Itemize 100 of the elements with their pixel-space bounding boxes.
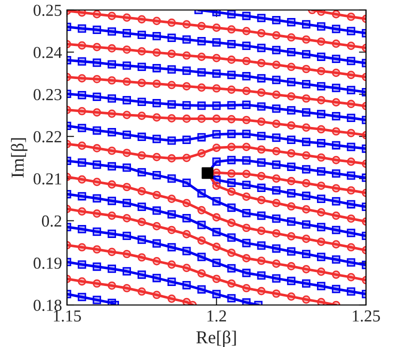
point bbox=[212, 38, 221, 47]
point bbox=[78, 41, 86, 50]
point bbox=[332, 211, 340, 220]
point bbox=[272, 46, 280, 54]
point bbox=[227, 248, 236, 257]
point bbox=[138, 15, 146, 24]
point bbox=[122, 96, 131, 104]
point bbox=[302, 64, 310, 74]
point bbox=[316, 268, 326, 276]
point bbox=[272, 16, 280, 24]
point bbox=[152, 152, 161, 162]
point bbox=[257, 172, 266, 180]
x-axis-title: Re[β] bbox=[196, 330, 236, 347]
x-tick-label: 1.2 bbox=[208, 310, 226, 322]
point bbox=[152, 64, 161, 72]
point bbox=[92, 160, 102, 169]
point bbox=[152, 290, 161, 300]
y-tick-label: 0.24 bbox=[34, 46, 62, 58]
point bbox=[138, 187, 146, 196]
point bbox=[212, 182, 221, 190]
point bbox=[212, 24, 221, 32]
point bbox=[138, 62, 146, 72]
point bbox=[316, 125, 326, 134]
point bbox=[316, 96, 326, 104]
point bbox=[287, 217, 296, 226]
point bbox=[346, 243, 356, 252]
point bbox=[257, 256, 266, 265]
point bbox=[108, 94, 116, 103]
point bbox=[122, 29, 131, 38]
point bbox=[302, 234, 310, 244]
point bbox=[212, 101, 221, 110]
point bbox=[242, 100, 251, 109]
point bbox=[287, 247, 296, 256]
point bbox=[108, 162, 116, 171]
point bbox=[92, 42, 102, 52]
point bbox=[108, 281, 116, 290]
point bbox=[287, 106, 296, 114]
point bbox=[287, 292, 296, 301]
point bbox=[332, 54, 340, 64]
point bbox=[167, 114, 176, 122]
point bbox=[302, 123, 310, 132]
point bbox=[272, 60, 280, 69]
point bbox=[257, 58, 266, 68]
point bbox=[227, 264, 236, 273]
point bbox=[182, 20, 191, 28]
point bbox=[287, 202, 296, 211]
point bbox=[122, 61, 131, 70]
point bbox=[78, 74, 86, 82]
point bbox=[138, 287, 146, 296]
point bbox=[108, 211, 116, 220]
point bbox=[302, 35, 310, 44]
point bbox=[152, 171, 161, 180]
point bbox=[257, 226, 266, 235]
point bbox=[227, 203, 236, 212]
point bbox=[92, 194, 102, 203]
point bbox=[108, 76, 116, 85]
point bbox=[212, 54, 221, 62]
point bbox=[242, 298, 251, 305]
point bbox=[302, 108, 310, 117]
point bbox=[138, 47, 146, 56]
point bbox=[167, 50, 176, 58]
point bbox=[167, 278, 176, 286]
point bbox=[272, 134, 280, 142]
point bbox=[227, 169, 236, 178]
point bbox=[332, 112, 340, 120]
point bbox=[122, 214, 131, 222]
point bbox=[122, 163, 131, 172]
point bbox=[78, 106, 86, 116]
point bbox=[197, 269, 206, 278]
point bbox=[167, 226, 176, 234]
point bbox=[227, 178, 236, 187]
point bbox=[108, 44, 116, 53]
point bbox=[346, 86, 356, 94]
point bbox=[122, 284, 131, 292]
point bbox=[302, 265, 310, 274]
point bbox=[78, 192, 86, 200]
point bbox=[167, 243, 176, 252]
point bbox=[167, 100, 176, 109]
point bbox=[287, 262, 296, 270]
y-tick-label: 0.19 bbox=[34, 258, 62, 269]
point bbox=[242, 268, 251, 278]
point bbox=[212, 197, 221, 206]
point bbox=[332, 40, 340, 48]
point bbox=[257, 241, 266, 250]
point bbox=[78, 10, 86, 17]
point bbox=[138, 236, 146, 244]
point bbox=[227, 279, 236, 288]
point bbox=[122, 110, 131, 120]
point bbox=[122, 148, 131, 158]
point bbox=[227, 233, 236, 242]
point bbox=[182, 214, 191, 222]
point bbox=[332, 197, 340, 206]
x-tick-label: 1.15 bbox=[54, 310, 81, 322]
point bbox=[257, 158, 266, 167]
point bbox=[197, 149, 206, 158]
point bbox=[212, 10, 221, 16]
point bbox=[212, 158, 221, 166]
point bbox=[108, 230, 116, 238]
point bbox=[332, 284, 340, 294]
point bbox=[152, 206, 161, 215]
